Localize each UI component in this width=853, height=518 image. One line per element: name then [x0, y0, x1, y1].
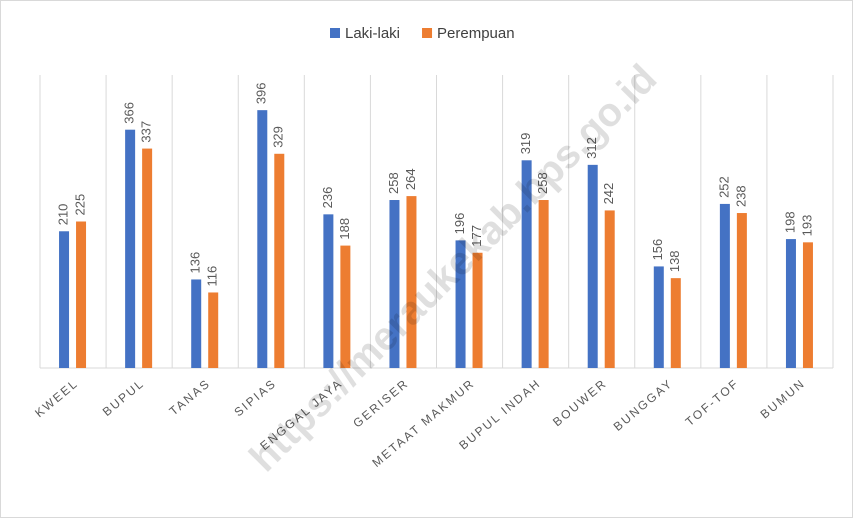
data-label: 396: [254, 82, 269, 104]
legend-swatch: [422, 28, 433, 38]
data-label: 258: [535, 172, 550, 194]
data-label: 156: [650, 239, 665, 261]
bar: [538, 200, 549, 368]
bar: [257, 110, 268, 368]
data-label: 138: [667, 250, 682, 272]
bar: [670, 278, 681, 368]
bar: [274, 153, 285, 368]
data-label: 366: [122, 102, 137, 124]
bar: [653, 266, 664, 368]
bar: [191, 279, 202, 368]
bar: [389, 200, 400, 368]
bar: [736, 213, 747, 368]
data-label: 329: [271, 126, 286, 148]
bar: [406, 196, 417, 368]
data-label: 252: [716, 176, 731, 198]
data-label: 319: [518, 133, 533, 155]
data-label: 312: [584, 137, 599, 159]
bar: [323, 214, 334, 368]
data-label: 225: [72, 194, 87, 216]
bar: [125, 129, 136, 368]
bar: [521, 160, 532, 368]
bar: [142, 148, 153, 368]
data-label: 264: [403, 168, 418, 190]
bar: [604, 210, 615, 368]
bar: [785, 239, 796, 368]
bar: [719, 203, 730, 368]
bar: [587, 164, 598, 368]
data-label: 258: [386, 172, 401, 194]
legend-label: Perempuan: [437, 25, 515, 42]
data-label: 198: [782, 211, 797, 233]
data-label: 193: [799, 215, 814, 237]
data-label: 242: [601, 183, 616, 205]
bar: [340, 245, 351, 368]
bar: [59, 231, 70, 368]
bar: [455, 240, 466, 368]
legend-swatch: [330, 28, 340, 38]
data-label: 196: [452, 213, 467, 235]
data-label: 238: [733, 185, 748, 207]
data-label: 116: [205, 266, 220, 287]
bar: [76, 221, 87, 368]
data-label: 136: [188, 252, 203, 274]
bar: [472, 252, 483, 368]
data-label: 236: [320, 187, 335, 209]
bar: [802, 242, 813, 368]
data-label: 188: [337, 218, 352, 240]
data-label: 337: [139, 121, 154, 143]
data-label: 177: [469, 225, 484, 247]
legend-label: Laki-laki: [345, 25, 400, 42]
data-label: 210: [55, 204, 70, 226]
bar: [208, 292, 219, 368]
